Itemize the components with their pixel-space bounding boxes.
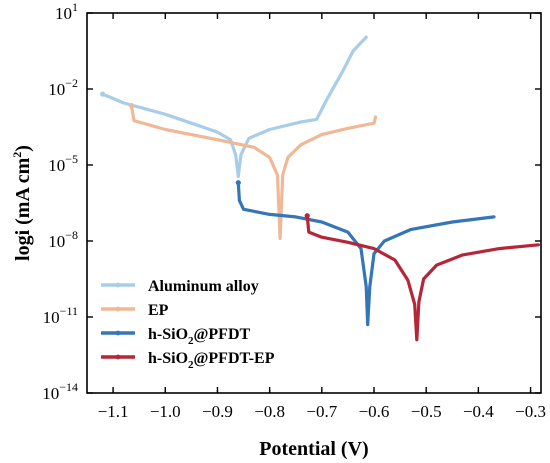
x-tick-label: −0.4 bbox=[463, 402, 494, 421]
y-tick-label: 10−11 bbox=[43, 304, 78, 327]
y-axis-title-main: logi (mA cm bbox=[12, 157, 34, 261]
x-tick-label: −0.7 bbox=[306, 402, 337, 421]
series-2 bbox=[128, 102, 378, 241]
x-axis-title: Potential (V) bbox=[259, 438, 368, 460]
legend-marker bbox=[115, 306, 121, 312]
legend-marker bbox=[115, 330, 121, 336]
legend: Aluminum alloy EP h-SiO2@PFDT h-SiO2@PFDT-E… bbox=[101, 278, 275, 371]
x-tick-label: −1.1 bbox=[98, 402, 129, 421]
x-tick-label: −0.3 bbox=[515, 402, 546, 421]
series-layer bbox=[100, 35, 540, 342]
axes-layer bbox=[86, 12, 542, 394]
series-line bbox=[305, 214, 540, 342]
legend-item-4: h-SiO2@PFDT-EP bbox=[101, 350, 275, 371]
series-start-marker bbox=[128, 102, 134, 109]
legend-item-3: h-SiO2@PFDT bbox=[101, 326, 251, 347]
legend-item-1: Aluminum alloy bbox=[101, 278, 259, 295]
y-tick-label: 101 bbox=[55, 0, 78, 23]
x-tick-label: −0.9 bbox=[202, 402, 233, 421]
plot-frame bbox=[86, 12, 542, 394]
legend-marker bbox=[115, 282, 121, 288]
legend-label: h-SiO2@PFDT bbox=[148, 326, 251, 347]
y-axis-title-sup: 2 bbox=[10, 152, 24, 158]
legend-label: EP bbox=[148, 302, 169, 319]
x-tick-label: −1.0 bbox=[150, 402, 181, 421]
x-tick-label: −0.8 bbox=[254, 402, 285, 421]
y-tick-label: 10−5 bbox=[48, 152, 78, 175]
series-3 bbox=[235, 180, 496, 327]
legend-item-2: EP bbox=[101, 302, 169, 319]
y-tick-label: 10−14 bbox=[42, 380, 78, 403]
series-1 bbox=[100, 35, 368, 178]
series-line bbox=[129, 103, 378, 241]
x-tick-label: −0.5 bbox=[411, 402, 442, 421]
y-axis-title-tail: ) bbox=[12, 145, 34, 152]
y-axis-title: logi (mA cm2) bbox=[10, 145, 34, 261]
ticks-layer: −1.1 −1.0 −0.9 −0.8 −0.7 −0.6 −0.5 −0.4 −0.3 101 1… bbox=[42, 0, 546, 421]
y-tick-label: 10−8 bbox=[48, 228, 78, 251]
series-start-marker bbox=[235, 180, 241, 186]
series-line bbox=[236, 181, 496, 327]
series-4 bbox=[304, 213, 540, 342]
legend-label: h-SiO2@PFDT-EP bbox=[148, 350, 275, 371]
series-start-marker bbox=[100, 91, 106, 97]
x-tick-label: −0.6 bbox=[359, 402, 390, 421]
series-start-marker bbox=[304, 213, 310, 219]
legend-marker bbox=[115, 354, 121, 360]
series-line bbox=[101, 35, 368, 178]
y-tick-label: 10−2 bbox=[48, 76, 78, 99]
legend-label: Aluminum alloy bbox=[148, 278, 259, 295]
